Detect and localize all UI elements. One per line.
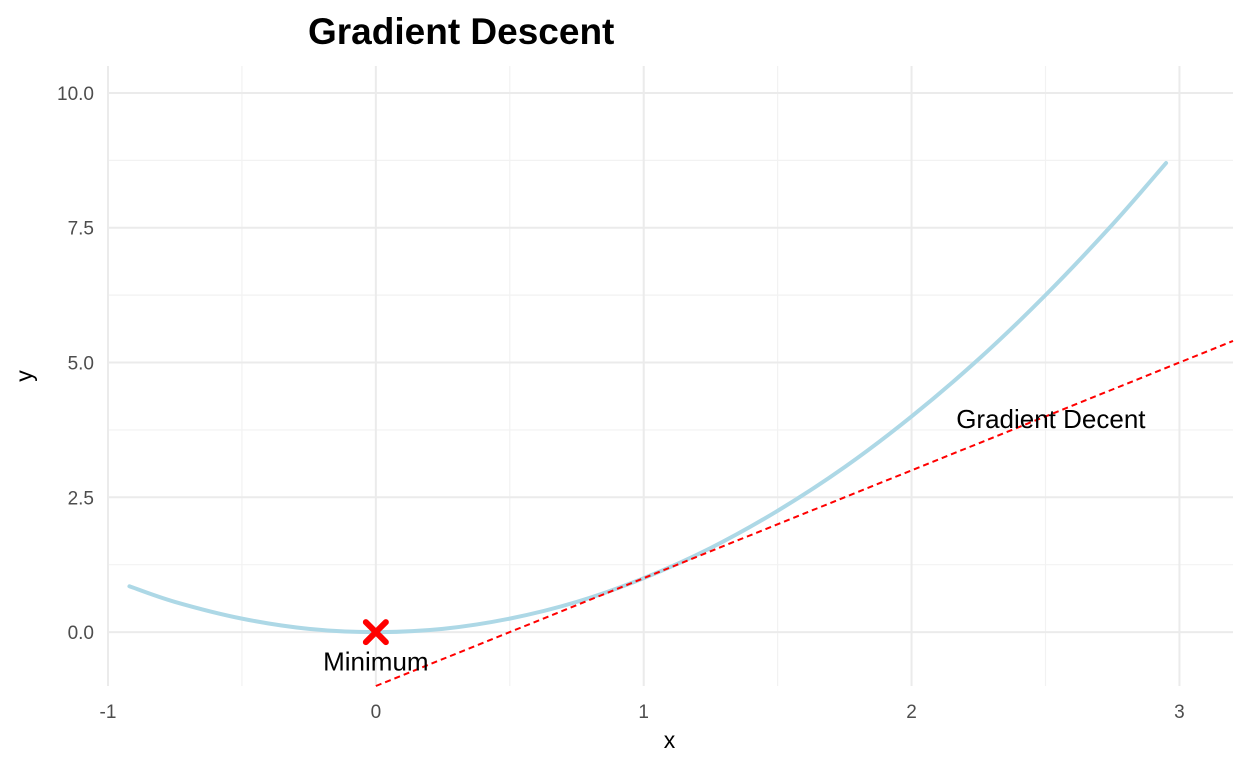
- x-axis-title: x: [664, 727, 676, 753]
- gradient-tangent-line: [375, 340, 1234, 687]
- y-tick-label: 5.0: [68, 354, 94, 375]
- gradient-annotation: Gradient Decent: [956, 404, 1146, 434]
- marker-stroke: [362, 619, 389, 646]
- x-tick-label: 0: [371, 702, 382, 723]
- plot-series: [127, 161, 1234, 687]
- y-tick-label: 10.0: [57, 84, 94, 105]
- minimum-annotation: Minimum: [323, 647, 428, 677]
- chart-title: Gradient Descent: [308, 11, 614, 52]
- x-tick-label: 2: [906, 702, 917, 723]
- axis-ticks: -1 0 1 2 3 0.0 2.5 5.0 7.5 10.0: [57, 84, 1185, 723]
- x-tick-label: 1: [638, 702, 649, 723]
- x-tick-label: -1: [100, 702, 117, 723]
- y-axis-title: y: [11, 370, 37, 382]
- point-markers: [362, 619, 389, 646]
- y-tick-label: 2.5: [68, 488, 94, 509]
- y-tick-label: 7.5: [68, 219, 94, 240]
- y-tick-label: 0.0: [68, 623, 94, 644]
- minimum-point-marker: [362, 619, 389, 646]
- function-curve: [127, 161, 1169, 635]
- annotations: Minimum Gradient Decent: [323, 404, 1146, 677]
- x-tick-label: 3: [1174, 702, 1185, 723]
- grid-lines: [107, 66, 1233, 686]
